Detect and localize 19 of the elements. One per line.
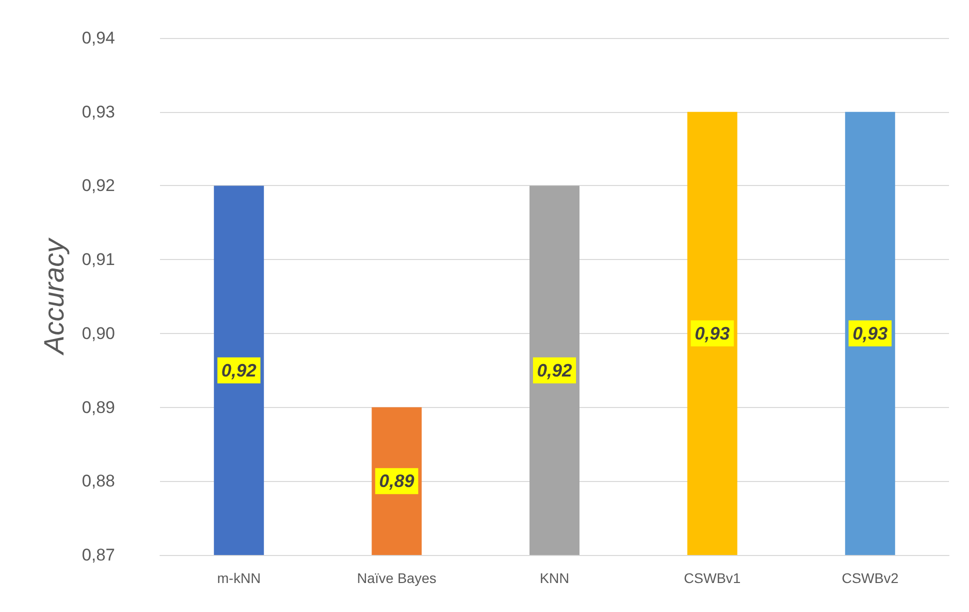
y-tick-label: 0,93 (82, 102, 115, 122)
x-tick-label: m-kNN (217, 570, 261, 586)
y-tick-label: 0,90 (82, 324, 115, 343)
data-label: 0,92 (536, 360, 572, 380)
y-tick-label: 0,94 (82, 28, 115, 48)
y-tick-label: 0,89 (82, 398, 115, 417)
y-tick-label: 0,88 (82, 472, 115, 491)
data-label: 0,93 (852, 323, 888, 344)
x-tick-label: CSWBv1 (684, 570, 741, 586)
y-tick-label: 0,91 (82, 250, 115, 270)
x-tick-label: CSWBv2 (842, 570, 899, 586)
x-tick-label: KNN (540, 570, 570, 586)
y-axis-title: Accuracy (38, 236, 70, 356)
data-label: 0,93 (694, 323, 730, 344)
data-label: 0,92 (221, 360, 256, 380)
x-tick-label: Naïve Bayes (357, 570, 436, 586)
y-tick-label: 0,92 (82, 176, 115, 196)
y-tick-label: 0,87 (82, 546, 115, 564)
data-label: 0,89 (379, 471, 414, 492)
